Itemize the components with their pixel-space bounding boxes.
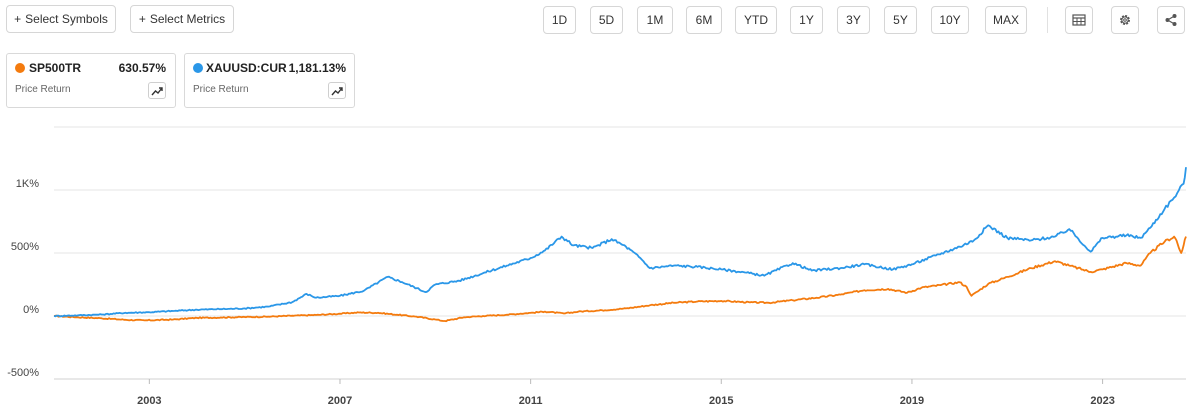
x-tick-label: 2003 xyxy=(137,395,161,407)
range-3y-button[interactable]: 3Y xyxy=(837,6,870,34)
select-metrics-button[interactable]: + Select Metrics xyxy=(130,5,234,33)
legend-symbol: XAUUSD:CUR xyxy=(206,61,287,75)
range-6m-button[interactable]: 6M xyxy=(686,6,722,34)
x-tick-label: 2011 xyxy=(519,395,543,407)
chart-type-toggle[interactable] xyxy=(328,82,346,99)
plus-icon: + xyxy=(138,12,146,26)
select-symbols-button[interactable]: + Select Symbols xyxy=(6,5,116,33)
plus-icon: + xyxy=(14,12,22,26)
trend-line-icon xyxy=(331,86,343,95)
y-tick-label: 0% xyxy=(23,304,39,316)
range-1d-button[interactable]: 1D xyxy=(543,6,576,34)
legend-return-value: 630.57% xyxy=(118,61,166,75)
series-color-dot xyxy=(15,63,25,73)
range-1y-button[interactable]: 1Y xyxy=(790,6,823,34)
legend-metric-label: Price Return xyxy=(15,84,71,95)
toolbar-divider xyxy=(1047,7,1048,33)
legend-card-sp500tr[interactable]: SP500TR 630.57% Price Return xyxy=(6,53,176,108)
range-10y-button[interactable]: 10Y xyxy=(931,6,969,34)
legend-card-xauusd[interactable]: XAUUSD:CUR 1,181.13% Price Return xyxy=(184,53,355,108)
x-tick-label: 2023 xyxy=(1090,395,1114,407)
settings-button[interactable] xyxy=(1111,6,1139,34)
gear-icon xyxy=(1120,15,1130,25)
range-max-button[interactable]: MAX xyxy=(985,6,1027,34)
table-view-button[interactable] xyxy=(1065,6,1093,34)
legend-symbol: SP500TR xyxy=(29,61,82,75)
x-tick-label: 2015 xyxy=(709,395,733,407)
legend-return-value: 1,181.13% xyxy=(288,61,346,75)
y-tick-label: 1K% xyxy=(16,178,39,190)
share-icon xyxy=(1165,14,1177,26)
range-1m-button[interactable]: 1M xyxy=(637,6,673,34)
chart-type-toggle[interactable] xyxy=(148,82,166,99)
performance-line-chart: 1K% 500% 0% -500% 2003 2007 2011 2015 2019 2023 xyxy=(7,126,1187,407)
trend-line-icon xyxy=(151,86,163,95)
series-line-sp500tr xyxy=(53,235,1187,323)
range-5y-button[interactable]: 5Y xyxy=(884,6,917,34)
x-tick-label: 2019 xyxy=(900,395,924,407)
series-color-dot xyxy=(193,63,203,73)
series-line-xauusd-cur xyxy=(53,167,1187,318)
y-tick-label: 500% xyxy=(11,241,39,253)
share-button[interactable] xyxy=(1157,6,1185,34)
select-symbols-label: Select Symbols xyxy=(25,12,108,26)
range-ytd-button[interactable]: YTD xyxy=(735,6,777,34)
x-tick-label: 2007 xyxy=(328,395,352,407)
table-icon xyxy=(1072,14,1086,26)
y-tick-label: -500% xyxy=(7,367,39,379)
select-metrics-label: Select Metrics xyxy=(149,12,226,26)
range-5d-button[interactable]: 5D xyxy=(590,6,623,34)
legend-metric-label: Price Return xyxy=(193,84,249,95)
